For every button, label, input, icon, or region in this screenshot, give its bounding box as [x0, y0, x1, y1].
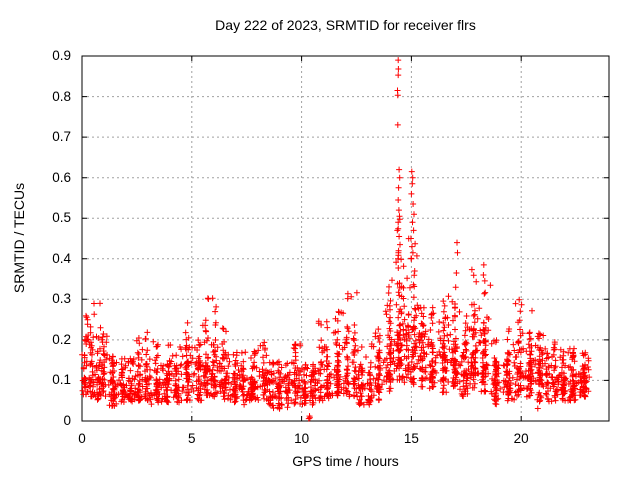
y-tick-label: 0.6 — [52, 169, 71, 185]
chart-title: Day 222 of 2023, SRMTID for receiver flr… — [215, 17, 476, 33]
y-tick-label: 0.5 — [52, 210, 71, 226]
y-tick-label: 0.1 — [52, 372, 71, 388]
y-tick-label: 0.8 — [52, 88, 71, 104]
y-tick-label: 0 — [63, 413, 71, 428]
x-tick-label: 0 — [78, 431, 86, 446]
axis-border-and-ticks — [81, 55, 610, 422]
scatter-points — [79, 57, 593, 422]
y-tick-label: 0.3 — [52, 291, 71, 307]
y-tick-label: 0.4 — [52, 250, 71, 266]
y-tick-label: 0.2 — [52, 331, 71, 347]
x-axis-label: GPS time / hours — [292, 453, 399, 469]
y-tick-label: 0.7 — [52, 129, 71, 145]
x-tick-label: 5 — [188, 431, 196, 446]
y-axis-label: SRMTID / TECUs — [11, 182, 27, 294]
x-tick-label: 15 — [403, 431, 419, 446]
x-tick-label: 20 — [513, 431, 529, 446]
x-tick-label: 10 — [294, 431, 310, 446]
y-tick-label: 0.9 — [52, 48, 71, 63]
